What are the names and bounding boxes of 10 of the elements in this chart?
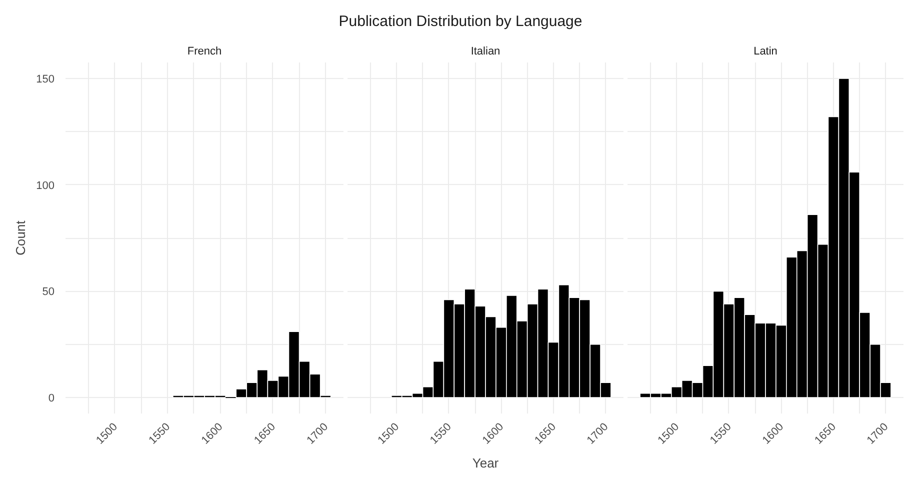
y-tick-label: 150 [36,73,55,86]
y-tick-label: 0 [48,392,55,405]
chart-subtitle: Latin [754,46,778,58]
chart-subtitle: Italian [470,46,500,58]
chart-subtitle: French [187,46,222,58]
x-axis-title: Year [472,455,500,470]
chart-title: Publication Distribution by Language [338,12,582,32]
y-tick-label: 50 [42,286,55,298]
y-axis-title: Count [13,220,28,256]
y-tick-label: 100 [36,180,55,192]
